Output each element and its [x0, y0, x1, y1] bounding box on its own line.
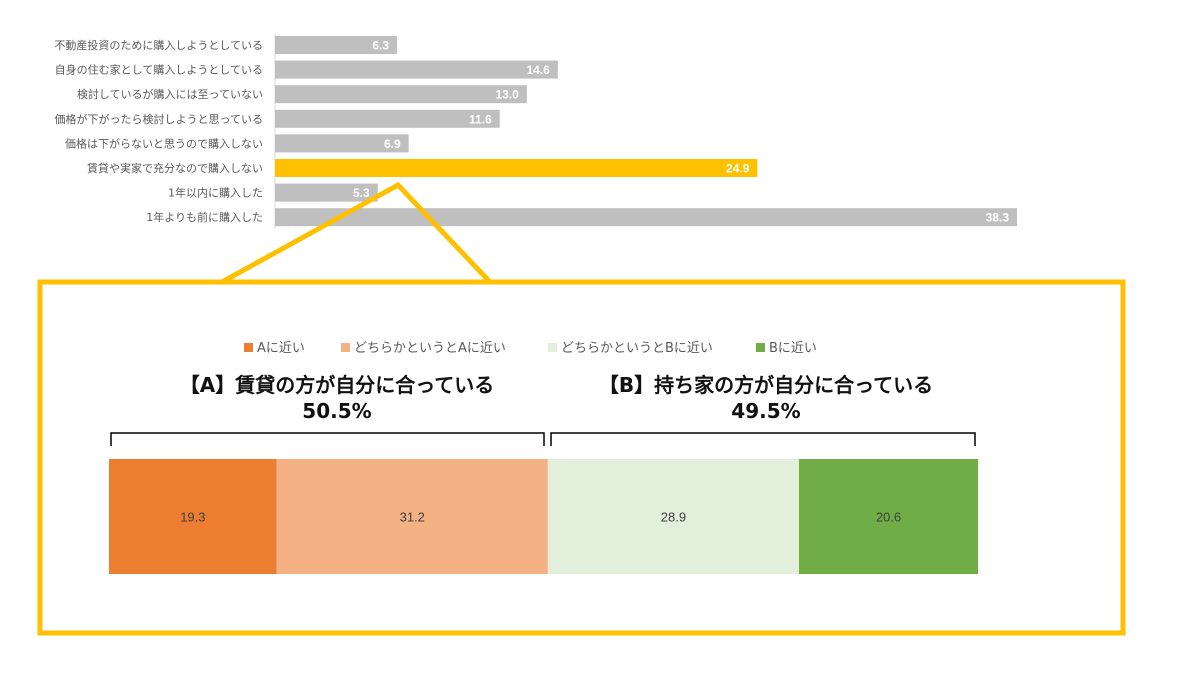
- group-b-bracket: [550, 432, 976, 446]
- bar: [275, 85, 527, 104]
- category-label: 価格は下がらないと思うので購入しない: [65, 136, 263, 150]
- group-a-total: 50.5%: [302, 399, 371, 423]
- top-bar-chart: 不動産投資のために購入しようとしている 6.3 自身の住む家として購入しようとしてい…: [54, 33, 1017, 229]
- bar: [275, 159, 758, 177]
- legend-label: どちらかというとAに近い: [354, 341, 506, 356]
- segment-label: 28.9: [661, 510, 686, 525]
- stacked-segment: [276, 459, 548, 574]
- legend-label: Aに近い: [257, 341, 305, 356]
- data-label: 11.6: [469, 112, 492, 126]
- bar: [275, 36, 398, 54]
- legend-label: Bに近い: [769, 341, 817, 356]
- callout-box: [37, 279, 1126, 636]
- legend-label: どちらかというとBに近い: [561, 341, 713, 356]
- bar: [275, 208, 1017, 227]
- legend-swatch: [341, 343, 350, 352]
- bar: [275, 134, 409, 153]
- data-label: 6.9: [384, 137, 401, 151]
- category-label: 賃貸や実家で充分なので購入しない: [87, 161, 263, 175]
- stacked-segment: [109, 459, 277, 574]
- stacked-segment: [547, 459, 799, 574]
- data-label: 14.6: [526, 63, 550, 77]
- group-b-total: 49.5%: [731, 399, 800, 423]
- data-label: 38.3: [986, 211, 1010, 225]
- bar: [275, 109, 500, 128]
- legend-swatch: [244, 343, 253, 352]
- group-b-title: 【B】持ち家の方が自分に合っている: [599, 373, 933, 397]
- segment-label: 19.3: [180, 510, 205, 525]
- segment-label: 31.2: [400, 510, 425, 525]
- segment-label: 20.6: [876, 510, 901, 525]
- stacked-bar: 19.3 31.2 28.9 20.6: [109, 459, 978, 574]
- category-label: 自身の住む家として購入しようとしている: [55, 63, 263, 77]
- category-label: 不動産投資のために購入しようとしている: [54, 38, 263, 52]
- legend: Aに近い どちらかというとAに近い どちらかというとBに近い Bに近い: [244, 341, 817, 356]
- legend-swatch: [548, 343, 557, 352]
- legend-swatch: [756, 343, 765, 352]
- category-label: 1年よりも前に購入した: [146, 210, 263, 224]
- bar: [275, 60, 558, 79]
- group-a-title: 【A】賃貸の方が自分に合っている: [180, 373, 494, 397]
- stacked-segment: [798, 459, 978, 574]
- category-label: 検討しているが購入には至っていない: [77, 87, 263, 101]
- bar: [275, 183, 378, 202]
- group-a-bracket: [110, 432, 545, 446]
- data-label: 24.9: [726, 162, 750, 176]
- callout-pointer: [220, 181, 492, 285]
- data-label: 6.3: [372, 39, 389, 53]
- data-label: 5.3: [353, 186, 370, 200]
- data-label: 13.0: [495, 88, 519, 102]
- category-label: 価格が下がったら検討しようと思っている: [55, 112, 263, 126]
- category-label: 1年以内に購入した: [168, 186, 263, 200]
